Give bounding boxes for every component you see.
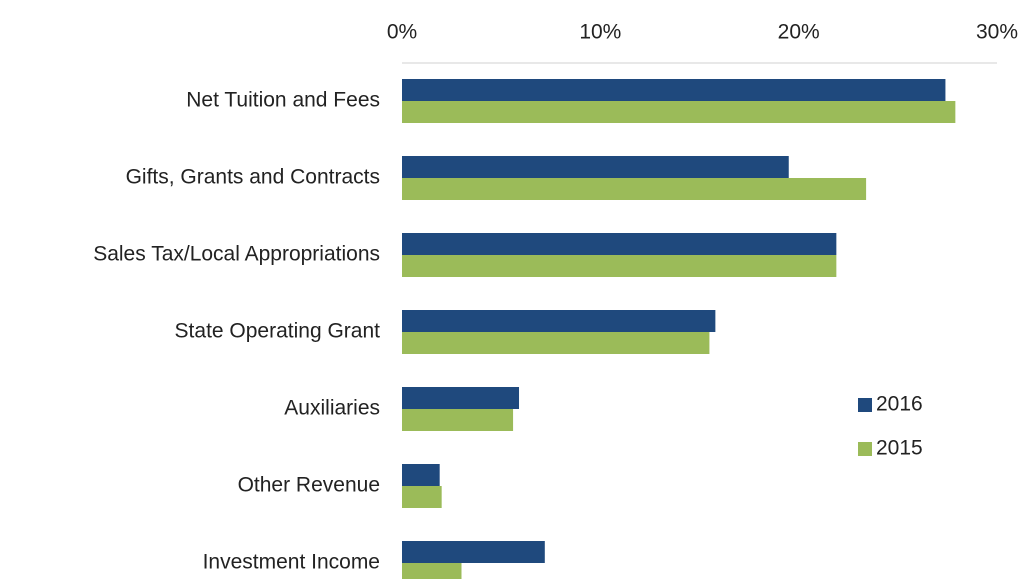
legend-swatch — [858, 398, 872, 412]
bar — [402, 101, 956, 123]
legend-swatch — [858, 442, 872, 456]
x-tick-label: 0% — [387, 21, 417, 44]
bar — [402, 541, 545, 563]
x-tick-label: 20% — [778, 21, 820, 44]
category-label: Gifts, Grants and Contracts — [126, 166, 380, 189]
bar — [402, 409, 514, 431]
bar — [402, 464, 440, 486]
category-label: Auxiliaries — [284, 397, 380, 420]
legend-label: 2016 — [876, 393, 923, 416]
bar — [402, 563, 462, 579]
bar — [402, 486, 442, 508]
x-tick-label: 30% — [976, 21, 1018, 44]
bar — [402, 387, 520, 409]
category-label: Other Revenue — [238, 474, 380, 497]
x-tick-label: 10% — [579, 21, 621, 44]
legend-label: 2015 — [876, 437, 923, 460]
bar — [402, 156, 789, 178]
bar — [402, 332, 710, 354]
category-label: State Operating Grant — [175, 320, 381, 343]
bar — [402, 255, 837, 277]
category-label: Net Tuition and Fees — [186, 89, 380, 112]
bar — [402, 79, 946, 101]
bar — [402, 310, 716, 332]
bar — [402, 233, 837, 255]
category-label: Investment Income — [203, 551, 380, 574]
category-label: Sales Tax/Local Appropriations — [93, 243, 380, 266]
bar — [402, 178, 867, 200]
